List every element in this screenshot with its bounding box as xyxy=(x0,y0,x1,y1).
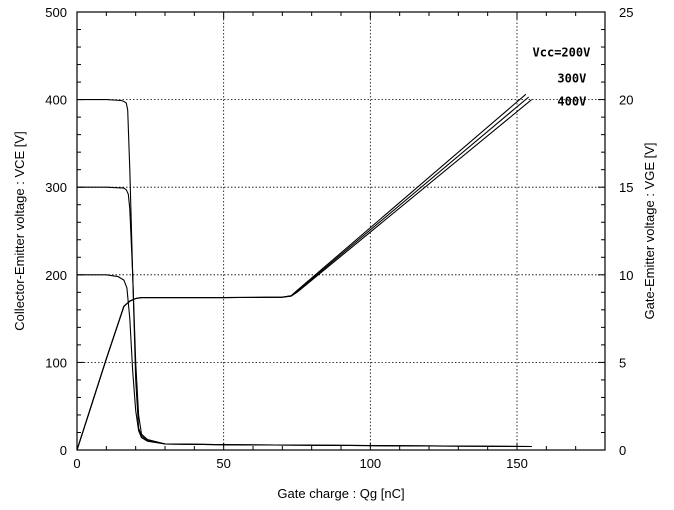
y-tick-label: 100 xyxy=(45,355,67,370)
x-tick-label: 150 xyxy=(506,456,528,471)
y-tick-label: 200 xyxy=(45,268,67,283)
y2-tick-label: 0 xyxy=(619,443,626,458)
x-tick-label: 50 xyxy=(216,456,230,471)
ticks xyxy=(76,11,606,451)
series-line-vcc-200v xyxy=(77,274,532,448)
y2-tick-label: 5 xyxy=(619,355,626,370)
y2-tick-label: 10 xyxy=(619,268,633,283)
series-label-vcc-200v: Vcc=200V xyxy=(533,45,591,59)
x-tick-label: 0 xyxy=(73,456,80,471)
series-layer xyxy=(76,93,533,451)
series-line-vge-200v xyxy=(76,93,527,451)
y-axis-title: Collector-Emitter voltage : VCE [V] xyxy=(12,131,27,330)
plot-frame xyxy=(76,11,606,451)
y2-axis-title: Gate-Emitter voltage : VGE [V] xyxy=(642,142,657,319)
series-line-vge-400v xyxy=(76,99,533,451)
y2-tick-label: 25 xyxy=(619,5,633,20)
series-label-300v: 300V xyxy=(557,72,586,86)
y-tick-label: 0 xyxy=(60,443,67,458)
y2-tick-label: 20 xyxy=(619,93,633,108)
y-tick-label: 500 xyxy=(45,5,67,20)
y-tick-label: 400 xyxy=(45,93,67,108)
grid xyxy=(77,12,605,450)
series-label-400v: 400V xyxy=(557,94,586,108)
y2-tick-label: 15 xyxy=(619,180,633,195)
series-line-400v xyxy=(77,99,532,448)
tick-labels: 0 50 100 150 0 100 200 300 400 500 0 5 10 15 20 25 xyxy=(45,5,633,471)
x-axis-title: Gate charge : Qg [nC] xyxy=(277,486,404,501)
x-tick-label: 100 xyxy=(359,456,381,471)
series-line-300v xyxy=(77,186,532,448)
y-tick-label: 300 xyxy=(45,180,67,195)
